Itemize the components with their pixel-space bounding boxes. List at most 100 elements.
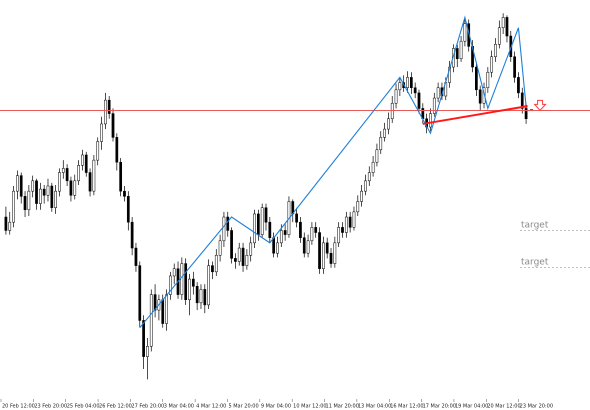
candle — [50, 182, 54, 212]
candle-body — [65, 168, 69, 182]
candle — [486, 67, 490, 93]
candle-body — [211, 265, 214, 273]
candle-body — [184, 263, 188, 301]
candle — [31, 175, 35, 198]
candle-body — [379, 137, 383, 151]
candle-body — [31, 180, 35, 192]
candle — [88, 168, 92, 197]
candle — [268, 217, 272, 243]
candle — [375, 143, 379, 167]
candle-body — [203, 289, 207, 306]
candle — [341, 222, 344, 238]
candle-body — [406, 77, 409, 88]
x-tick-label: 20 Mar 12:00 — [487, 404, 520, 410]
candle — [459, 36, 463, 62]
candle — [142, 315, 145, 370]
candle-body — [207, 265, 210, 306]
candle — [337, 222, 341, 248]
candle-body — [199, 289, 203, 304]
candle — [103, 92, 107, 130]
candle — [413, 82, 417, 99]
candle — [27, 184, 31, 216]
candle-body — [333, 242, 337, 264]
candle — [302, 232, 306, 258]
candle — [360, 184, 363, 207]
candle — [475, 61, 478, 97]
candle-body — [188, 278, 191, 301]
candle — [429, 108, 432, 132]
candle — [65, 164, 69, 186]
candle-body — [126, 196, 130, 223]
candle-body — [77, 165, 80, 182]
candle — [12, 185, 15, 228]
candle-body — [58, 172, 61, 192]
candle — [42, 184, 46, 204]
candle-body — [352, 211, 356, 228]
candle-body — [478, 89, 482, 104]
candle-body — [46, 185, 50, 196]
candle — [513, 51, 516, 83]
candle-body — [218, 240, 222, 256]
candle — [226, 211, 230, 237]
candle — [84, 151, 88, 177]
candle-body — [4, 216, 8, 231]
candle — [214, 249, 218, 276]
candle-body — [436, 87, 440, 99]
candle — [333, 236, 337, 268]
candle-body — [253, 213, 256, 244]
candle — [8, 211, 12, 235]
candle-body — [513, 56, 516, 78]
candle-body — [371, 161, 375, 173]
candle-body — [306, 240, 310, 254]
x-tick-label: 16 Mar 12:00 — [390, 404, 423, 410]
candle-body — [84, 154, 88, 173]
candle-body — [367, 172, 371, 182]
candle-body — [27, 190, 31, 211]
candle-body — [383, 128, 386, 138]
candle — [367, 166, 371, 186]
x-tick-label: 4 Mar 12:00 — [196, 404, 226, 410]
candle — [409, 72, 413, 94]
candle — [344, 211, 348, 238]
candle-body — [35, 180, 38, 204]
candle-body — [191, 278, 195, 287]
candle-body — [505, 17, 509, 37]
candle-body — [348, 216, 352, 228]
candle — [253, 209, 256, 249]
candle-body — [364, 180, 367, 192]
candle — [291, 199, 295, 223]
candle — [54, 184, 57, 214]
candle — [123, 185, 126, 202]
candle-body — [375, 149, 379, 163]
candle-body — [69, 180, 73, 196]
candle — [364, 174, 367, 196]
candle — [390, 96, 394, 123]
candle-body — [234, 258, 237, 262]
candle — [23, 191, 27, 218]
candle — [61, 160, 65, 179]
candle — [96, 137, 100, 166]
candle-body — [276, 242, 279, 254]
x-axis: 20 Feb 12:00 23 Feb 20:00 25 Feb 04:00 26 F… — [0, 399, 553, 410]
candle — [283, 224, 287, 241]
candle-body — [153, 294, 157, 311]
candle-body — [314, 227, 318, 233]
candle-body — [96, 141, 100, 161]
overlays-layer: target target — [0, 15, 590, 329]
candle-body — [341, 227, 344, 233]
candle-body — [268, 221, 272, 238]
candle-body — [138, 265, 142, 321]
candle-body — [310, 227, 314, 242]
candle — [188, 273, 191, 316]
candle — [310, 222, 314, 245]
candle — [245, 249, 249, 270]
candle-body — [524, 108, 528, 120]
candle-body — [295, 213, 298, 223]
candle — [299, 217, 302, 243]
candle — [138, 261, 142, 328]
candle-body — [490, 56, 494, 73]
candle-body — [413, 87, 417, 94]
candle — [322, 236, 325, 274]
candle-body — [387, 118, 390, 130]
down-arrow-icon — [533, 99, 547, 112]
